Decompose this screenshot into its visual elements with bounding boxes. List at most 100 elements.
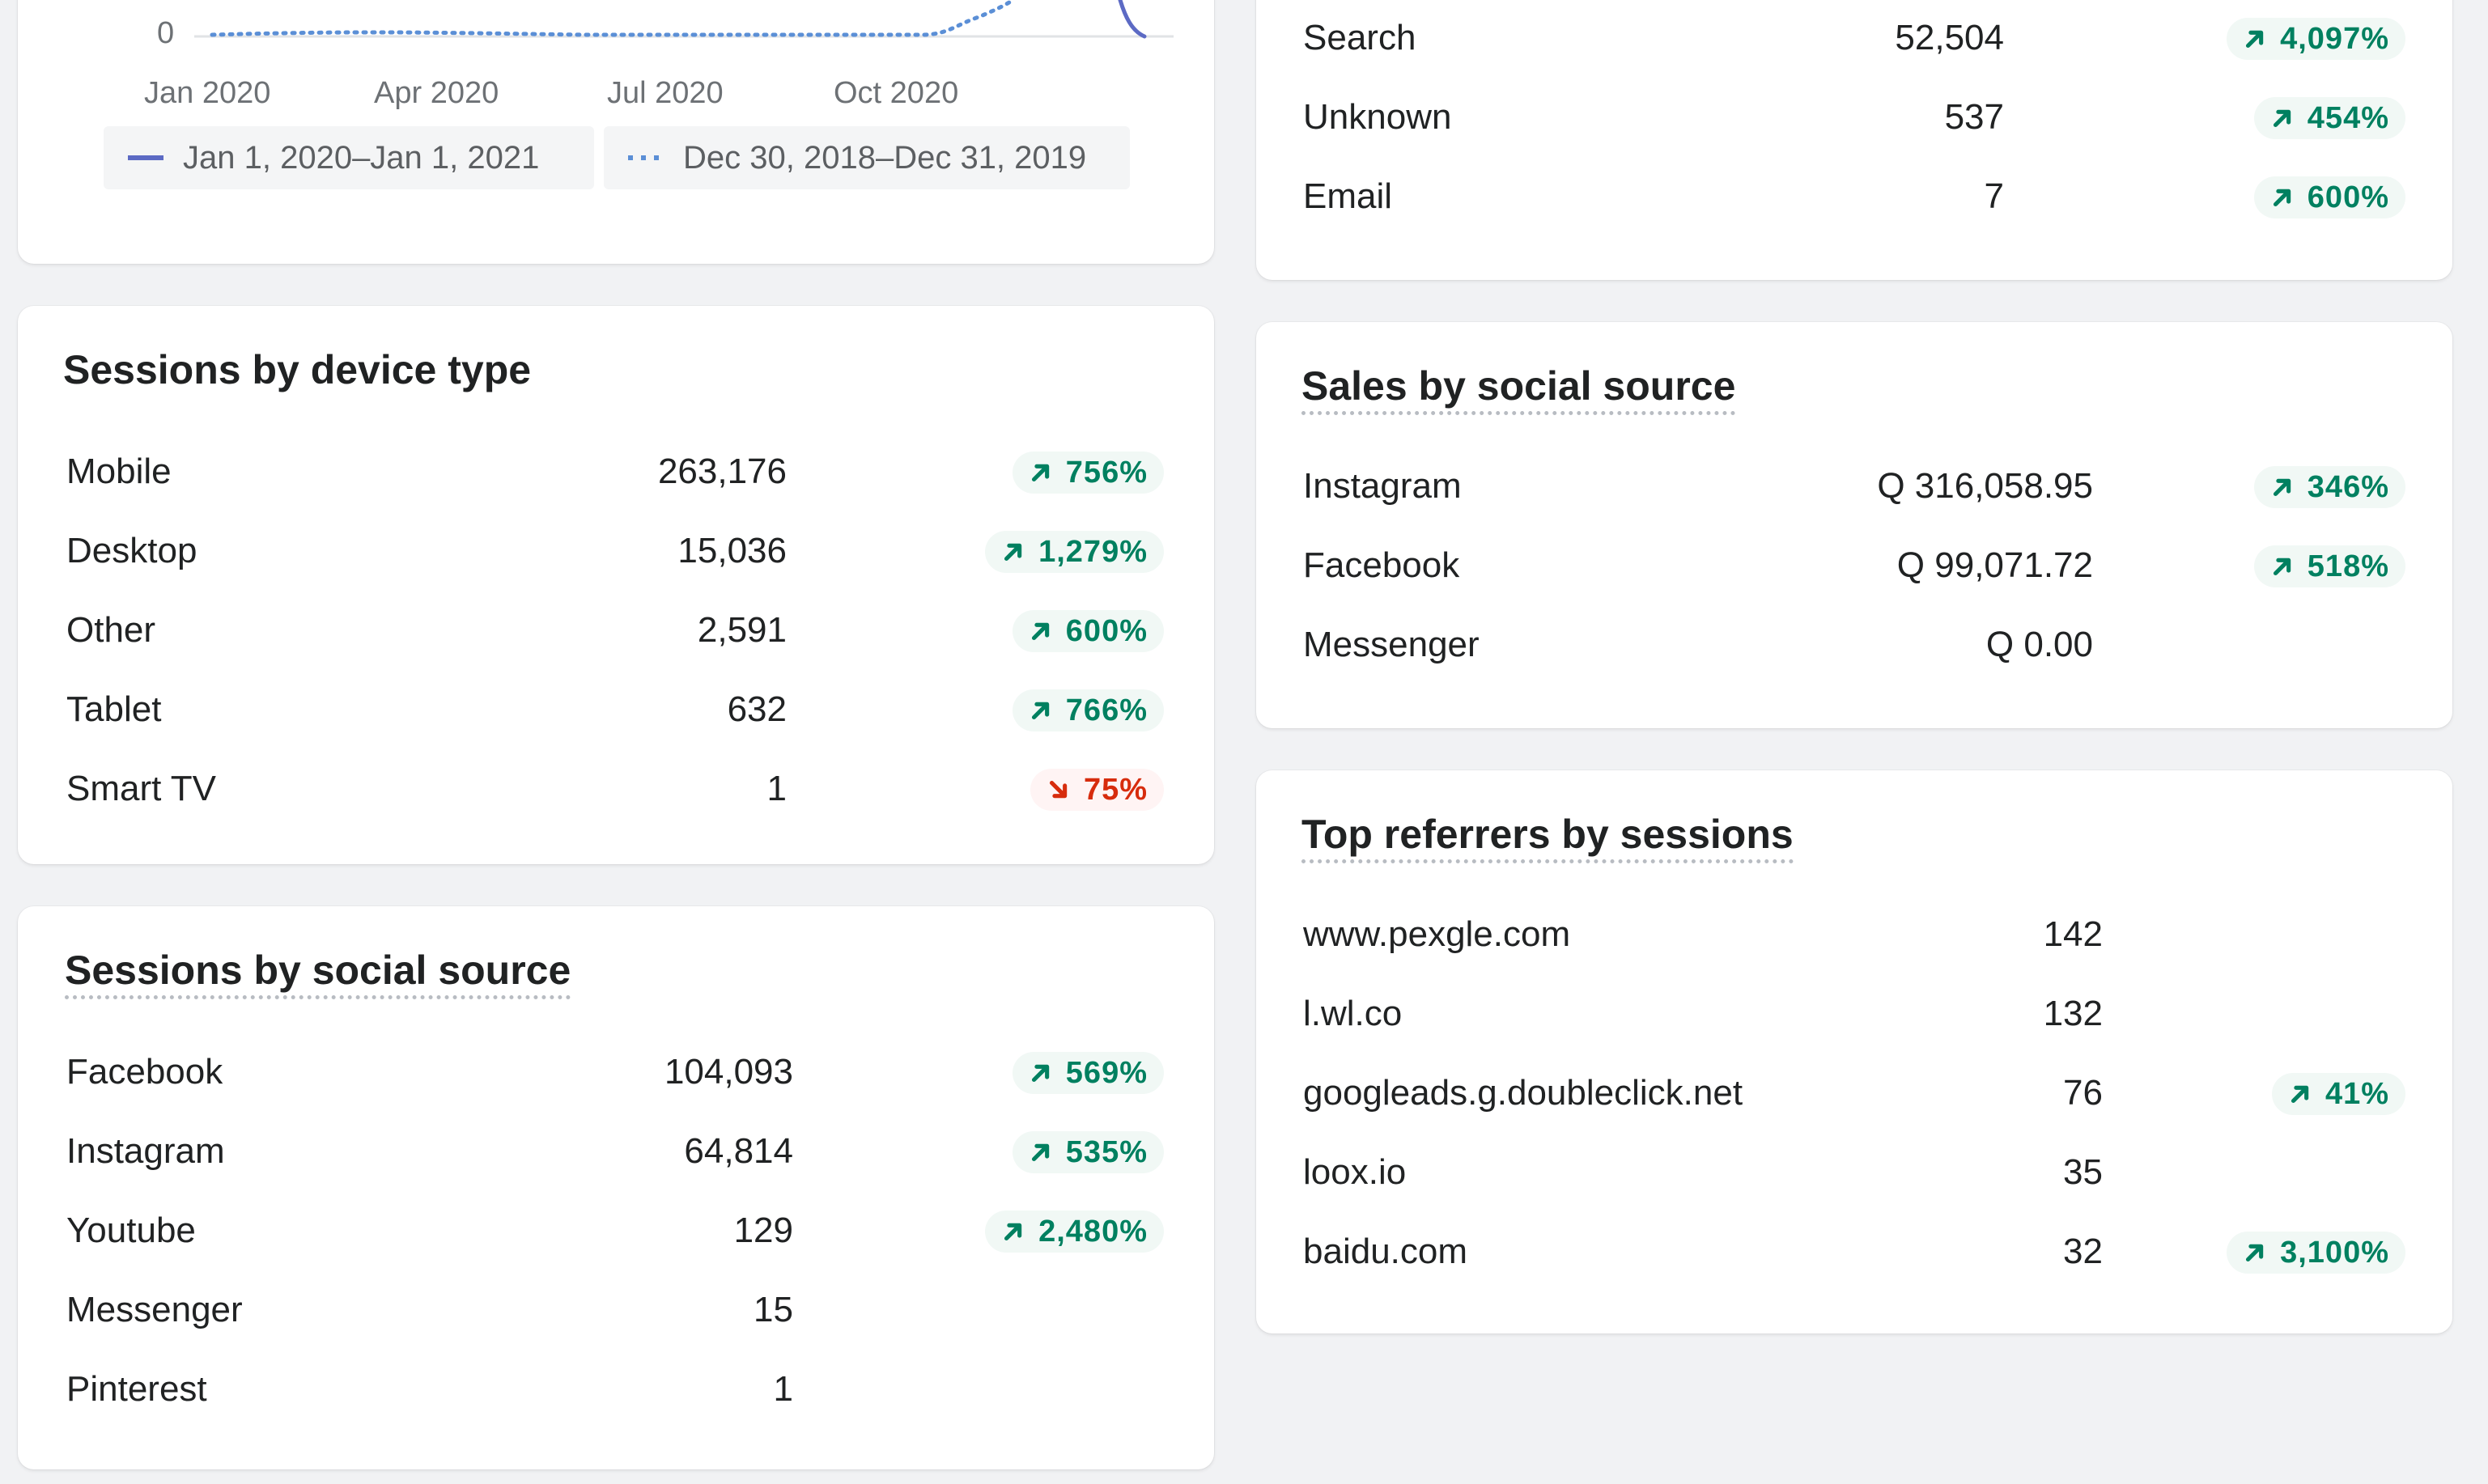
- change-percent: 2,480%: [1038, 1214, 1148, 1249]
- arrow-up-right-icon: [1027, 459, 1055, 486]
- change-badge: 569%: [1012, 1052, 1164, 1094]
- card-title[interactable]: Sessions by social source: [65, 947, 571, 999]
- arrow-up-right-icon: [2269, 553, 2296, 580]
- change-badge: 600%: [2253, 176, 2405, 218]
- traffic-source-row: Search 52,504 4,097%: [1256, 0, 2452, 78]
- line-chart: [194, 0, 1174, 39]
- row-label: Mobile: [66, 452, 172, 491]
- row-value: 1: [766, 769, 787, 808]
- change-badge: 2,480%: [985, 1211, 1164, 1253]
- social-source-row: Facebook 104,093 569%: [18, 1032, 1214, 1112]
- device-row: Smart TV 1 75%: [18, 749, 1214, 829]
- row-value: 32: [2063, 1232, 2103, 1271]
- referrer-row: loox.io 35: [1256, 1133, 2452, 1212]
- top-referrers-card: Top referrers by sessions www.pexgle.com…: [1256, 770, 2452, 1333]
- row-value: 104,093: [664, 1052, 793, 1092]
- row-label: Email: [1303, 176, 1393, 216]
- y-axis-tick: 0: [157, 16, 175, 50]
- x-axis-tick: Apr 2020: [374, 76, 499, 110]
- row-label: Smart TV: [66, 769, 217, 808]
- change-badge: 518%: [2253, 545, 2405, 587]
- row-value: 35: [2063, 1152, 2103, 1192]
- row-label: Messenger: [66, 1290, 243, 1329]
- change-percent: 3,100%: [2280, 1235, 2389, 1270]
- change-badge: 1,279%: [985, 531, 1164, 573]
- row-label: Pinterest: [66, 1369, 207, 1409]
- traffic-source-row: Unknown 537 454%: [1256, 78, 2452, 157]
- legend-item-comparison-period[interactable]: Dec 30, 2018–Dec 31, 2019: [604, 126, 1130, 189]
- row-label: Facebook: [1303, 545, 1460, 585]
- row-label: baidu.com: [1303, 1232, 1468, 1271]
- change-badge: 346%: [2253, 466, 2405, 508]
- social-source-row: Youtube 129 2,480%: [18, 1191, 1214, 1270]
- device-row: Mobile 263,176 756%: [18, 432, 1214, 511]
- card-title[interactable]: Top referrers by sessions: [1301, 811, 1794, 863]
- legend-item-current-period[interactable]: Jan 1, 2020–Jan 1, 2021: [104, 126, 594, 189]
- change-badge: 454%: [2253, 97, 2405, 139]
- x-axis-tick: Oct 2020: [834, 76, 959, 110]
- arrow-up-right-icon: [1027, 697, 1055, 724]
- comparison-series-line: [210, 0, 1016, 37]
- social-source-row: Pinterest 1: [18, 1350, 1214, 1429]
- change-badge: 41%: [2271, 1073, 2405, 1115]
- row-value: 132: [2043, 994, 2103, 1033]
- row-label: l.wl.co: [1303, 994, 1403, 1033]
- row-value: 632: [727, 689, 787, 729]
- current-series-line: [1118, 0, 1147, 39]
- change-percent: 75%: [1083, 772, 1148, 807]
- referrer-row: www.pexgle.com 142: [1256, 895, 2452, 974]
- sessions-over-time-card: 0 Jan 2020 Apr 2020 Jul 2020 Oct 2020 Ja…: [18, 0, 1214, 264]
- card-title: Sessions by device type: [63, 347, 532, 392]
- sessions-by-traffic-source-card: Search 52,504 4,097% Unknown 537 454% Email 7 60…: [1256, 0, 2452, 280]
- row-label: Other: [66, 610, 156, 650]
- x-axis-tick: Jan 2020: [144, 76, 271, 110]
- row-value: 76: [2063, 1073, 2103, 1113]
- arrow-up-right-icon: [1000, 1218, 1027, 1245]
- row-label: Search: [1303, 18, 1416, 57]
- row-value: Q 316,058.95: [1877, 466, 2093, 506]
- legend-label: Jan 1, 2020–Jan 1, 2021: [183, 139, 540, 176]
- change-percent: 535%: [1065, 1134, 1148, 1169]
- social-source-row: Instagram 64,814 535%: [18, 1112, 1214, 1191]
- device-row: Tablet 632 766%: [18, 670, 1214, 749]
- change-percent: 569%: [1065, 1055, 1148, 1090]
- arrow-down-right-icon: [1045, 776, 1072, 803]
- arrow-up-right-icon: [2269, 473, 2296, 501]
- row-value: 129: [733, 1211, 793, 1250]
- row-label: googleads.g.doubleclick.net: [1303, 1073, 1743, 1113]
- row-value: 142: [2043, 914, 2103, 954]
- row-value: 64,814: [684, 1131, 793, 1171]
- change-percent: 1,279%: [1038, 534, 1148, 569]
- change-percent: 4,097%: [2280, 21, 2389, 56]
- row-value: Q 99,071.72: [1896, 545, 2093, 585]
- row-value: 1: [773, 1369, 793, 1409]
- arrow-up-right-icon: [1027, 617, 1055, 645]
- change-percent: 41%: [2325, 1076, 2389, 1111]
- sales-row: Messenger Q 0.00: [1256, 605, 2452, 685]
- change-percent: 600%: [1065, 613, 1148, 648]
- arrow-up-right-icon: [1000, 538, 1027, 566]
- legend-label: Dec 30, 2018–Dec 31, 2019: [683, 139, 1087, 176]
- change-badge: 766%: [1012, 689, 1164, 731]
- device-row: Desktop 15,036 1,279%: [18, 511, 1214, 591]
- arrow-up-right-icon: [1027, 1138, 1055, 1166]
- change-badge: 756%: [1012, 452, 1164, 494]
- arrow-up-right-icon: [2241, 25, 2269, 53]
- referrer-row: baidu.com 32 3,100%: [1256, 1212, 2452, 1291]
- row-label: Messenger: [1303, 625, 1480, 664]
- change-percent: 756%: [1065, 455, 1148, 490]
- change-percent: 454%: [2307, 100, 2389, 135]
- row-value: 15,036: [677, 531, 787, 570]
- row-label: www.pexgle.com: [1303, 914, 1571, 954]
- row-label: Facebook: [66, 1052, 223, 1092]
- change-percent: 766%: [1065, 693, 1148, 727]
- card-title[interactable]: Sales by social source: [1301, 363, 1736, 415]
- sales-row: Facebook Q 99,071.72 518%: [1256, 526, 2452, 605]
- dotted-line-swatch-icon: [628, 155, 664, 160]
- arrow-up-right-icon: [1027, 1059, 1055, 1087]
- arrow-up-right-icon: [2269, 104, 2296, 132]
- solid-line-swatch-icon: [128, 155, 163, 160]
- sessions-by-social-card: Sessions by social source Facebook 104,09…: [18, 906, 1214, 1469]
- sessions-by-device-card: Sessions by device type Mobile 263,176 756…: [18, 306, 1214, 864]
- change-percent: 346%: [2307, 469, 2389, 504]
